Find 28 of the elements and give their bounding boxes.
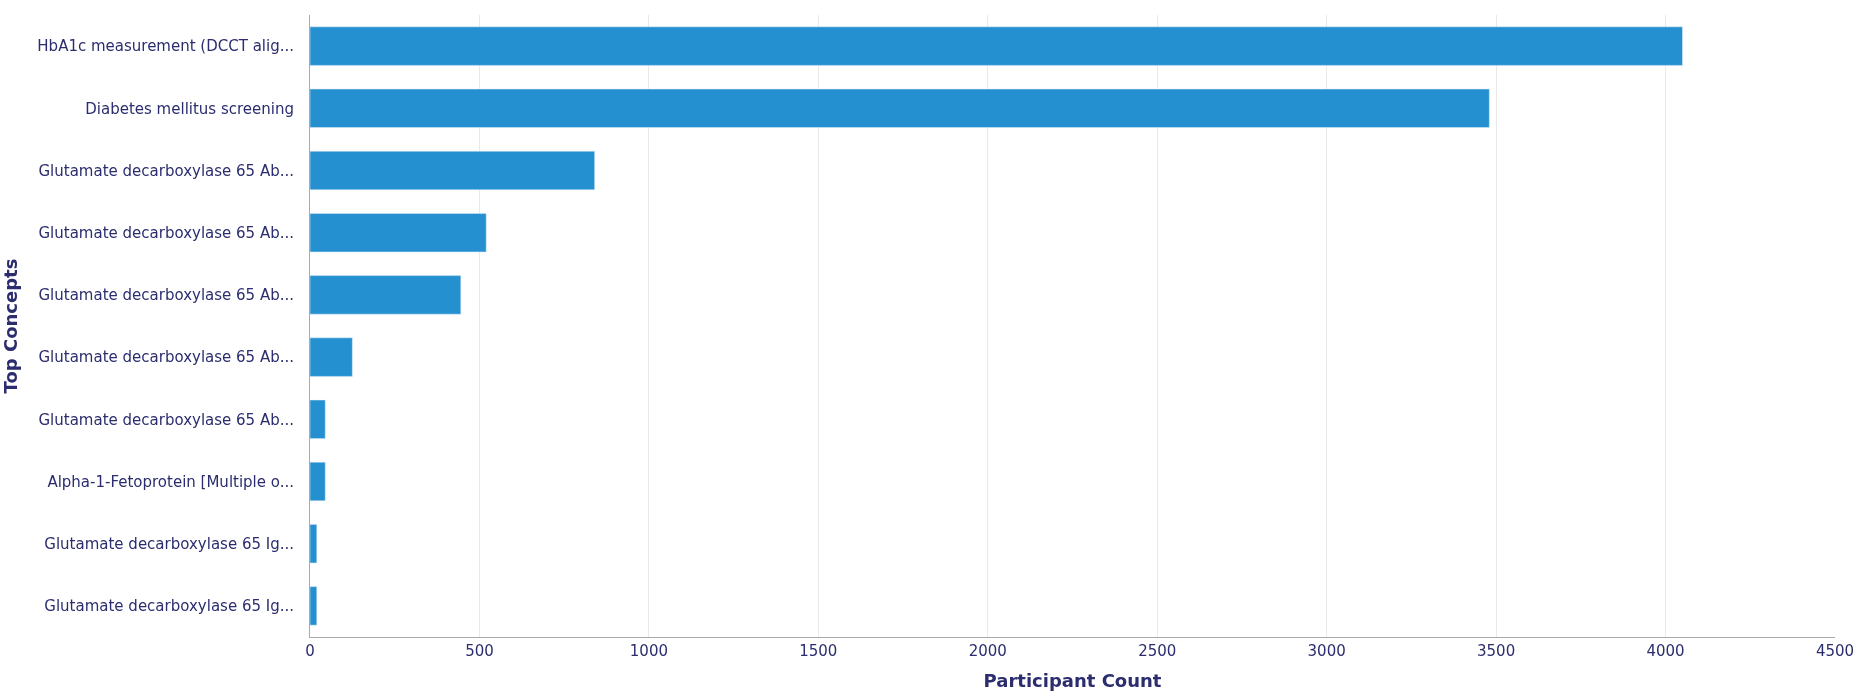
- y-tick-label: Glutamate decarboxylase 65 Ab...: [38, 161, 294, 180]
- y-tick-label: Glutamate decarboxylase 65 Ab...: [38, 348, 294, 367]
- y-tick-label: Glutamate decarboxylase 65 Ig...: [44, 534, 294, 553]
- bar: [310, 524, 318, 564]
- y-tick-label: Diabetes mellitus screening: [85, 99, 294, 118]
- y-axis-title: Top Concepts: [0, 258, 21, 394]
- x-tick-label: 1500: [799, 642, 838, 660]
- y-tick-label: Glutamate decarboxylase 65 Ab...: [38, 286, 294, 305]
- y-tick-label: Alpha-1-Fetoprotein [Multiple o...: [47, 472, 294, 491]
- x-tick-label: 3500: [1477, 642, 1516, 660]
- x-tick-label: 0: [305, 642, 315, 660]
- bar: [310, 399, 326, 439]
- x-tick-label: 2000: [968, 642, 1007, 660]
- x-tick-label: 3000: [1307, 642, 1346, 660]
- x-tick-label: 4500: [1815, 642, 1855, 660]
- x-axis-title: Participant Count: [983, 670, 1162, 692]
- bar: [310, 586, 318, 626]
- x-tick-label: 4000: [1646, 642, 1685, 660]
- bar: [310, 461, 326, 502]
- x-tick-label: 2500: [1138, 642, 1177, 660]
- x-tick-label: 1000: [629, 642, 668, 660]
- bar: [310, 275, 462, 315]
- y-tick-label: Glutamate decarboxylase 65 Ab...: [38, 223, 294, 242]
- y-tick-label: Glutamate decarboxylase 65 Ig...: [44, 597, 294, 616]
- y-tick-label: Glutamate decarboxylase 65 Ab...: [38, 410, 294, 429]
- bar: [310, 337, 353, 377]
- y-tick-label: HbA1c measurement (DCCT alig...: [37, 37, 294, 56]
- x-tick-label: 500: [465, 642, 494, 660]
